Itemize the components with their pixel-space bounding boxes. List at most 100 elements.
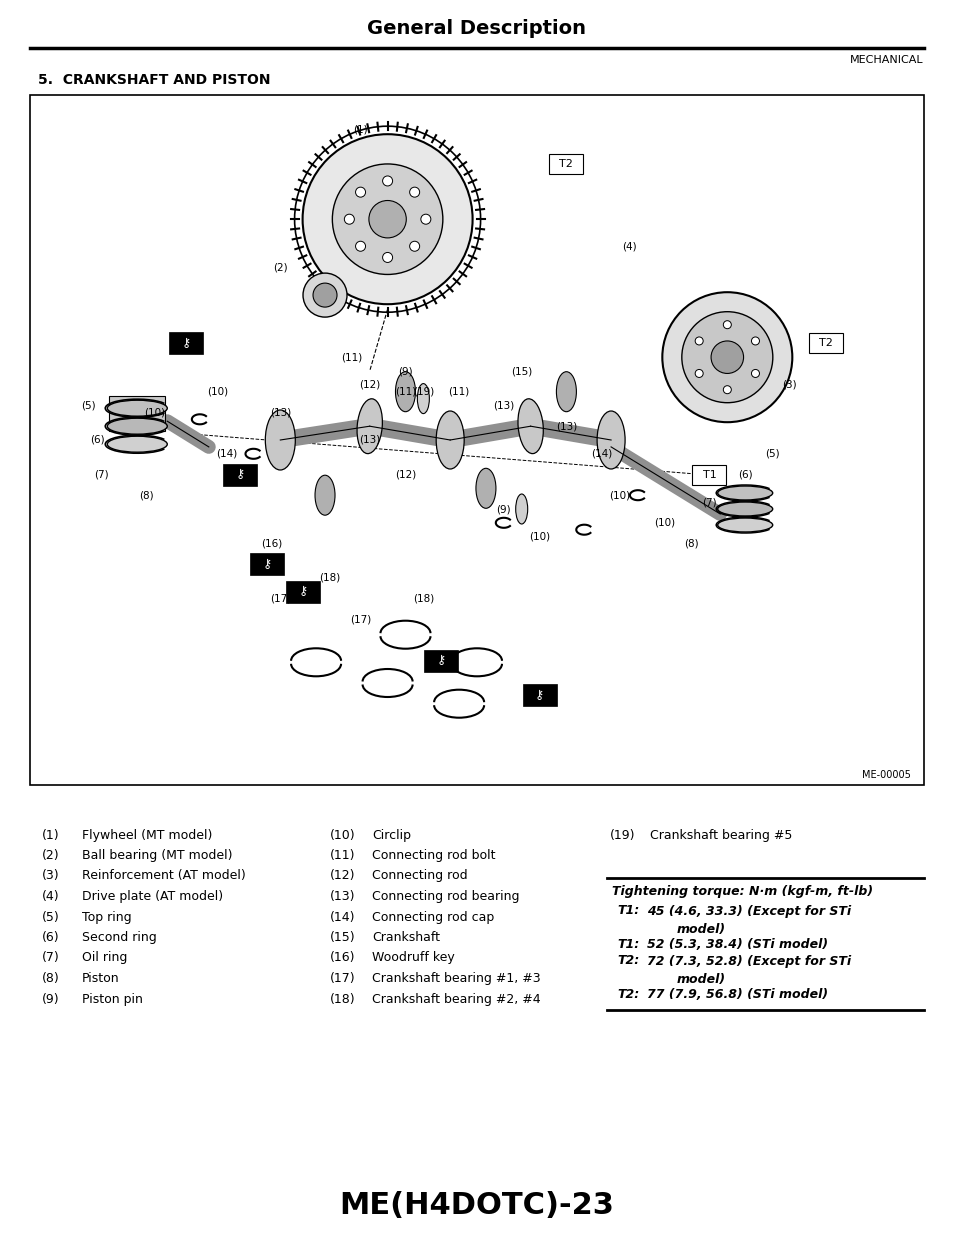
Text: Tightening torque: N·m (kgf-m, ft-lb): Tightening torque: N·m (kgf-m, ft-lb) bbox=[612, 884, 872, 898]
Text: (6): (6) bbox=[737, 469, 752, 479]
Text: 52 (5.3, 38.4) (STi model): 52 (5.3, 38.4) (STi model) bbox=[646, 939, 827, 951]
Text: model): model) bbox=[677, 972, 725, 986]
Text: (8): (8) bbox=[683, 538, 699, 548]
Text: (15): (15) bbox=[330, 931, 355, 944]
Text: (18): (18) bbox=[413, 594, 434, 604]
Bar bbox=[808, 333, 841, 353]
Text: (10): (10) bbox=[529, 531, 550, 542]
Ellipse shape bbox=[107, 419, 167, 435]
Ellipse shape bbox=[395, 372, 416, 411]
Ellipse shape bbox=[717, 487, 772, 500]
Text: (8): (8) bbox=[139, 490, 153, 500]
Text: (6): (6) bbox=[42, 931, 59, 944]
Text: (9): (9) bbox=[496, 504, 511, 514]
Text: Top ring: Top ring bbox=[82, 910, 132, 924]
Bar bbox=[110, 396, 165, 431]
Circle shape bbox=[661, 293, 792, 422]
Text: (5): (5) bbox=[42, 910, 60, 924]
Text: (10): (10) bbox=[609, 490, 630, 500]
Circle shape bbox=[344, 214, 354, 225]
Text: (7): (7) bbox=[701, 498, 716, 508]
Circle shape bbox=[302, 135, 472, 304]
Text: (14): (14) bbox=[215, 448, 237, 458]
Text: (13): (13) bbox=[358, 435, 380, 445]
Text: Crankshaft bearing #5: Crankshaft bearing #5 bbox=[649, 829, 792, 841]
Text: Circlip: Circlip bbox=[372, 829, 411, 841]
Text: (16): (16) bbox=[260, 538, 282, 548]
Text: (18): (18) bbox=[330, 993, 355, 1005]
Ellipse shape bbox=[265, 410, 295, 471]
Circle shape bbox=[332, 164, 442, 274]
Ellipse shape bbox=[436, 411, 464, 469]
Text: (1): (1) bbox=[42, 829, 59, 841]
Text: (4): (4) bbox=[42, 890, 59, 903]
Text: T1: T1 bbox=[701, 469, 716, 479]
Text: Connecting rod bolt: Connecting rod bolt bbox=[372, 848, 495, 862]
Text: Piston: Piston bbox=[82, 972, 119, 986]
Text: Crankshaft bearing #2, #4: Crankshaft bearing #2, #4 bbox=[372, 993, 540, 1005]
Ellipse shape bbox=[356, 399, 382, 453]
Text: model): model) bbox=[677, 923, 725, 935]
Text: ME(H4DOTC)-23: ME(H4DOTC)-23 bbox=[339, 1191, 614, 1219]
Text: (3): (3) bbox=[781, 380, 797, 390]
Bar bbox=[250, 553, 284, 576]
Circle shape bbox=[695, 369, 702, 378]
Circle shape bbox=[751, 369, 759, 378]
Text: (5): (5) bbox=[764, 448, 779, 458]
Text: (15): (15) bbox=[511, 366, 532, 375]
Text: Connecting rod cap: Connecting rod cap bbox=[372, 910, 494, 924]
Text: (19): (19) bbox=[609, 829, 635, 841]
Text: 72 (7.3, 52.8) (Except for STi: 72 (7.3, 52.8) (Except for STi bbox=[646, 955, 850, 967]
Circle shape bbox=[409, 188, 419, 198]
Text: (10): (10) bbox=[330, 829, 355, 841]
Text: T1:: T1: bbox=[617, 939, 639, 951]
Text: (12): (12) bbox=[395, 469, 416, 479]
Circle shape bbox=[420, 214, 431, 225]
Text: Oil ring: Oil ring bbox=[82, 951, 128, 965]
Text: (10): (10) bbox=[207, 387, 228, 396]
Bar bbox=[223, 463, 256, 485]
Circle shape bbox=[313, 283, 336, 308]
Text: (4): (4) bbox=[621, 242, 636, 252]
Text: T2:: T2: bbox=[617, 988, 639, 1002]
Text: MECHANICAL: MECHANICAL bbox=[849, 56, 923, 65]
Text: (2): (2) bbox=[273, 263, 288, 273]
Text: (17): (17) bbox=[270, 594, 291, 604]
Text: (13): (13) bbox=[270, 408, 291, 417]
Text: General Description: General Description bbox=[367, 19, 586, 37]
Text: (7): (7) bbox=[94, 469, 109, 479]
Text: T2:: T2: bbox=[617, 955, 639, 967]
Text: T2: T2 bbox=[818, 338, 832, 348]
Text: (2): (2) bbox=[42, 848, 59, 862]
Ellipse shape bbox=[597, 411, 624, 469]
Text: ME-00005: ME-00005 bbox=[861, 769, 909, 781]
Text: (11): (11) bbox=[448, 387, 469, 396]
Ellipse shape bbox=[717, 501, 772, 516]
Bar bbox=[692, 464, 725, 484]
Text: ⚷: ⚷ bbox=[535, 689, 543, 701]
Circle shape bbox=[355, 188, 365, 198]
Text: Ball bearing (MT model): Ball bearing (MT model) bbox=[82, 848, 233, 862]
Bar bbox=[285, 580, 319, 603]
Circle shape bbox=[409, 241, 419, 251]
Text: T1:: T1: bbox=[617, 904, 639, 918]
Text: ⚷: ⚷ bbox=[182, 337, 191, 350]
Circle shape bbox=[382, 175, 393, 186]
Circle shape bbox=[710, 341, 742, 373]
Text: (9): (9) bbox=[397, 366, 413, 375]
Text: Drive plate (AT model): Drive plate (AT model) bbox=[82, 890, 223, 903]
Ellipse shape bbox=[476, 468, 496, 509]
Bar bbox=[170, 332, 203, 354]
Circle shape bbox=[681, 311, 772, 403]
Ellipse shape bbox=[517, 399, 543, 453]
Text: (11): (11) bbox=[330, 848, 355, 862]
Ellipse shape bbox=[416, 384, 429, 414]
Ellipse shape bbox=[107, 436, 167, 452]
Text: ⚷: ⚷ bbox=[436, 655, 445, 667]
Text: (7): (7) bbox=[42, 951, 60, 965]
Text: (10): (10) bbox=[145, 408, 166, 417]
Text: (13): (13) bbox=[556, 421, 577, 431]
Text: Connecting rod bearing: Connecting rod bearing bbox=[372, 890, 519, 903]
Text: (11): (11) bbox=[395, 387, 416, 396]
Text: (18): (18) bbox=[318, 573, 340, 583]
